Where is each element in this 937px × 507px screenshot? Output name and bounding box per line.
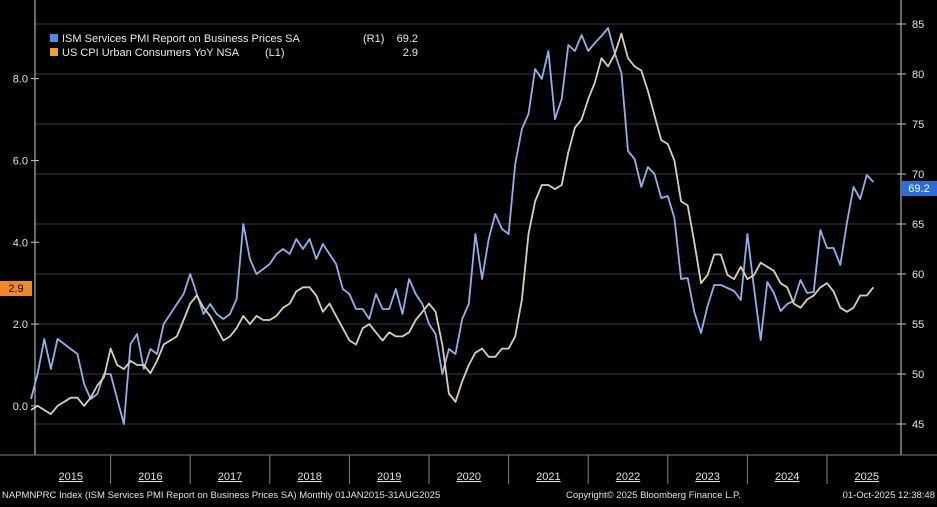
left-tick-label: 2.0 [13,319,28,331]
x-tick-label: 2021 [536,471,560,483]
right-last-value-badge [902,181,937,196]
legend-label-ism: ISM Services PMI Report on Business Pric… [62,33,300,45]
axes: 45 50 55 60 65 70 75 80 85 0.0 2.0 4.0 6.0 8.0 2015 201… [0,0,937,484]
right-tick-label: 85 [912,19,924,31]
right-tick-label: 50 [912,369,924,381]
footer: NAPMNPRC Index (ISM Services PMI Report … [2,490,935,501]
right-tick-label: 45 [912,419,924,431]
legend-swatch-ism [50,34,58,42]
x-tick-label: 2017 [218,471,242,483]
legend-last-ism: 69.2 [397,33,418,45]
footer-copyright: Copyright© 2025 Bloomberg Finance L.P. [566,490,741,501]
x-tick-label: 2022 [616,471,640,483]
gridlines [35,23,901,425]
legend-swatch-cpi [50,48,58,56]
x-tick-label: 2019 [377,471,401,483]
left-tick-label: 4.0 [13,237,28,249]
right-tick-label: 65 [912,219,924,231]
right-tick-label: 60 [912,269,924,281]
x-tick-label: 2023 [695,471,719,483]
legend-last-cpi: 2.9 [403,47,418,59]
last-value-badges: 69.2 2.9 [0,181,937,296]
right-tick-label: 80 [912,69,924,81]
x-tick-label: 2024 [775,471,799,483]
left-last-value-label: 2.9 [8,283,23,295]
cpi-yoy-line [30,32,875,416]
right-last-value-label: 69.2 [908,183,929,195]
x-tick-label: 2015 [59,471,83,483]
x-tick-label: 2018 [297,471,321,483]
ism-prices-line [30,27,875,425]
x-tick-label: 2020 [457,471,481,483]
x-tick-label: 2016 [138,471,162,483]
series-lines [30,27,875,425]
footer-source: NAPMNPRC Index (ISM Services PMI Report … [2,490,440,501]
right-tick-label: 75 [912,119,924,131]
left-tick-label: 8.0 [13,74,28,86]
x-tick-label: 2025 [855,471,879,483]
left-tick-label: 6.0 [13,155,28,167]
footer-timestamp: 01-Oct-2025 12:38:48 [843,490,935,501]
left-last-value-badge [0,281,32,296]
left-tick-label: 0.0 [13,401,28,413]
legend-axis-cpi: (L1) [265,47,285,59]
legend-axis-ism: (R1) [363,33,384,45]
legend-label-cpi: US CPI Urban Consumers YoY NSA [62,47,240,59]
right-tick-label: 70 [912,169,924,181]
right-tick-label: 55 [912,319,924,331]
legend: ISM Services PMI Report on Business Pric… [50,33,418,59]
